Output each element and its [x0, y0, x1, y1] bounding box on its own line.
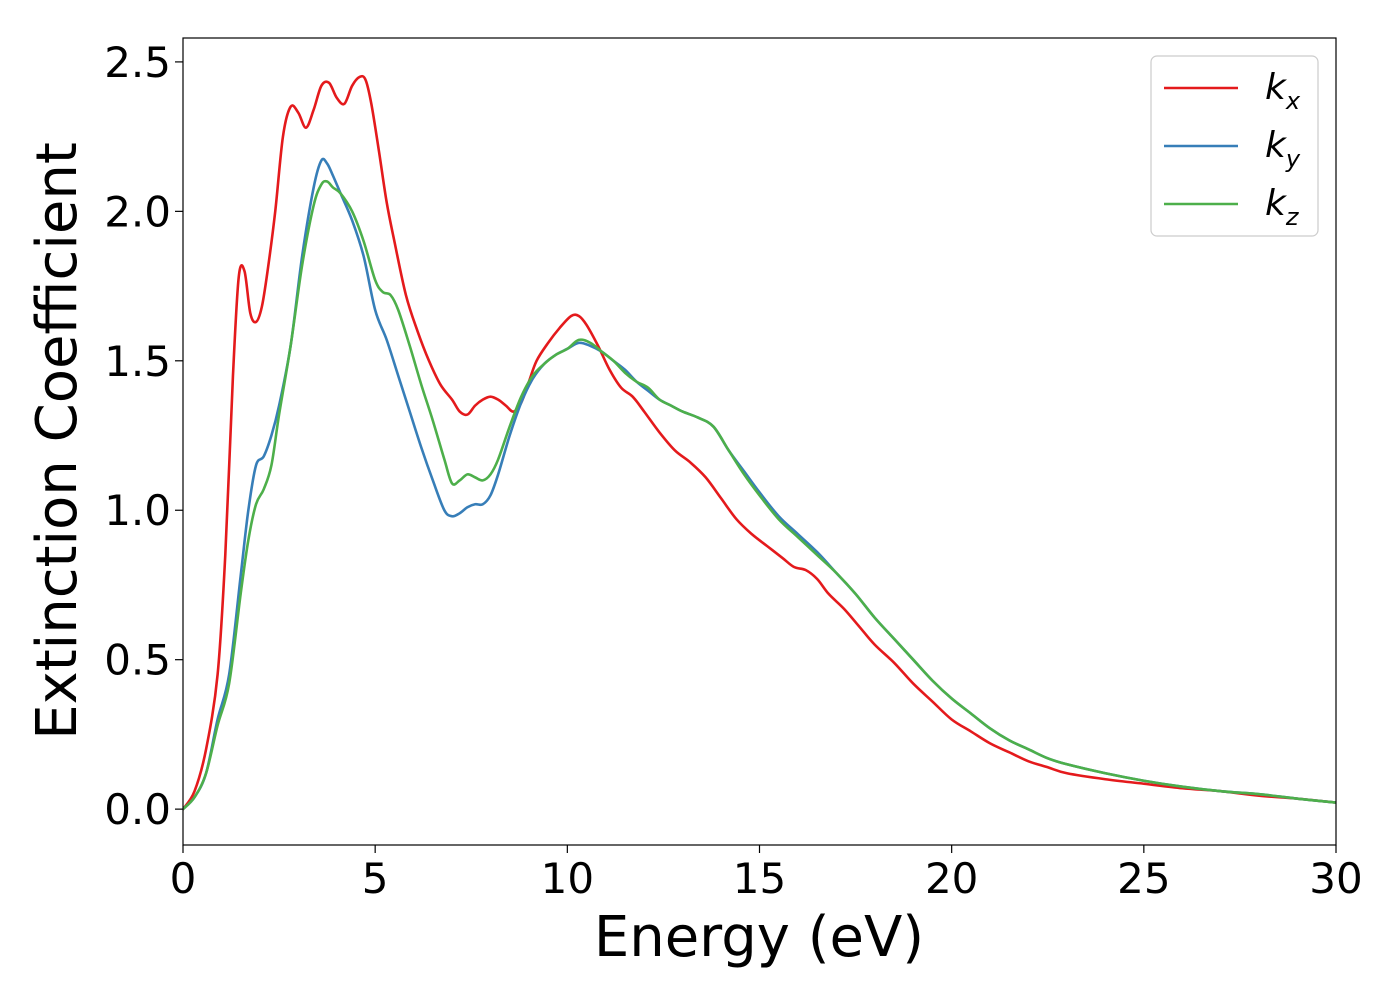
y-tick-label: 0.5 [104, 636, 171, 685]
y-tick-label: 2.5 [104, 38, 171, 87]
x-axis: 0 5 10 15 20 25 30 [170, 845, 1363, 903]
x-tick-label: 15 [733, 854, 786, 903]
x-tick-label: 5 [362, 854, 389, 903]
y-tick-label: 2.0 [104, 187, 171, 236]
x-tick-label: 10 [541, 854, 594, 903]
x-tick-label: 30 [1309, 854, 1362, 903]
plot-area [183, 74, 1336, 811]
y-tick-label: 1.5 [104, 337, 171, 386]
y-tick-label: 0.0 [104, 785, 171, 834]
series-layer [183, 74, 1336, 811]
y-axis: 0.0 0.5 1.0 1.5 2.0 2.5 [104, 38, 183, 834]
x-tick-label: 0 [170, 854, 197, 903]
x-axis-title: Energy (eV) [594, 905, 924, 970]
y-axis-title: Extinction Coefficient [25, 142, 90, 740]
series-line-y [183, 157, 1336, 811]
x-tick-label: 20 [925, 854, 978, 903]
x-tick-label: 25 [1117, 854, 1170, 903]
y-tick-label: 1.0 [104, 486, 171, 535]
series-line-z [183, 179, 1336, 811]
